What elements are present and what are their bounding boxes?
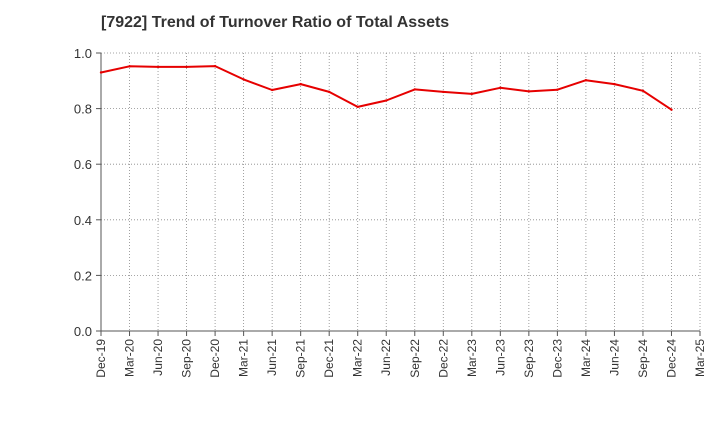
x-tick-label: Sep-22: [408, 339, 422, 378]
x-tick-label: Dec-22: [436, 339, 450, 378]
data-point: [270, 88, 274, 92]
data-point: [641, 89, 645, 93]
x-tick-label: Sep-20: [180, 339, 194, 378]
x-tick-label: Dec-19: [94, 339, 108, 378]
data-point: [556, 88, 559, 91]
x-tick-label: Mar-21: [237, 339, 251, 377]
x-tick-label: Mar-22: [351, 339, 365, 377]
data-point: [213, 64, 217, 68]
series-line: [100, 65, 673, 111]
chart-title: [7922] Trend of Turnover Ratio of Total …: [101, 14, 450, 31]
data-point: [470, 92, 474, 96]
data-point: [670, 108, 673, 111]
data-point: [185, 65, 188, 69]
x-tick-label: Dec-24: [664, 339, 678, 378]
y-tick-label: 0.2: [74, 268, 92, 283]
y-tick-label: 0.8: [74, 102, 92, 117]
x-tick-label: Mar-23: [465, 339, 479, 377]
data-point: [442, 90, 445, 94]
data-point: [128, 65, 131, 68]
x-tick-label: Sep-23: [522, 339, 536, 378]
data-point: [156, 65, 160, 69]
data-point: [613, 82, 616, 86]
y-tick-label: 0.0: [74, 324, 92, 339]
x-tick-label: Mar-20: [123, 339, 137, 377]
data-point: [299, 82, 302, 86]
x-tick-label: Dec-21: [322, 339, 336, 378]
x-tick-label: Dec-23: [550, 339, 564, 378]
data-point: [327, 90, 331, 94]
data-point: [413, 88, 416, 91]
x-tick-label: Mar-25: [693, 339, 707, 377]
data-point: [242, 78, 245, 81]
data-point: [499, 86, 502, 89]
x-tick-label: Sep-24: [636, 339, 650, 378]
data-point: [356, 105, 359, 109]
y-tick-label: 1.0: [74, 46, 92, 61]
y-tick-label: 0.4: [74, 213, 92, 228]
data-point: [99, 71, 103, 74]
y-tick-label: 0.6: [74, 157, 92, 172]
x-tick-label: Jun-22: [379, 339, 393, 376]
x-tick-label: Jun-20: [151, 339, 165, 376]
data-point: [385, 99, 388, 102]
x-tick-label: Mar-24: [579, 339, 593, 377]
x-tick-label: Sep-21: [294, 339, 308, 378]
x-tick-label: Jun-23: [493, 339, 507, 376]
x-tick-label: Jun-24: [607, 339, 621, 376]
x-tick-label: Jun-21: [265, 339, 279, 376]
data-point: [584, 79, 588, 82]
data-point: [527, 90, 531, 93]
x-tick-label: Dec-20: [208, 339, 222, 378]
